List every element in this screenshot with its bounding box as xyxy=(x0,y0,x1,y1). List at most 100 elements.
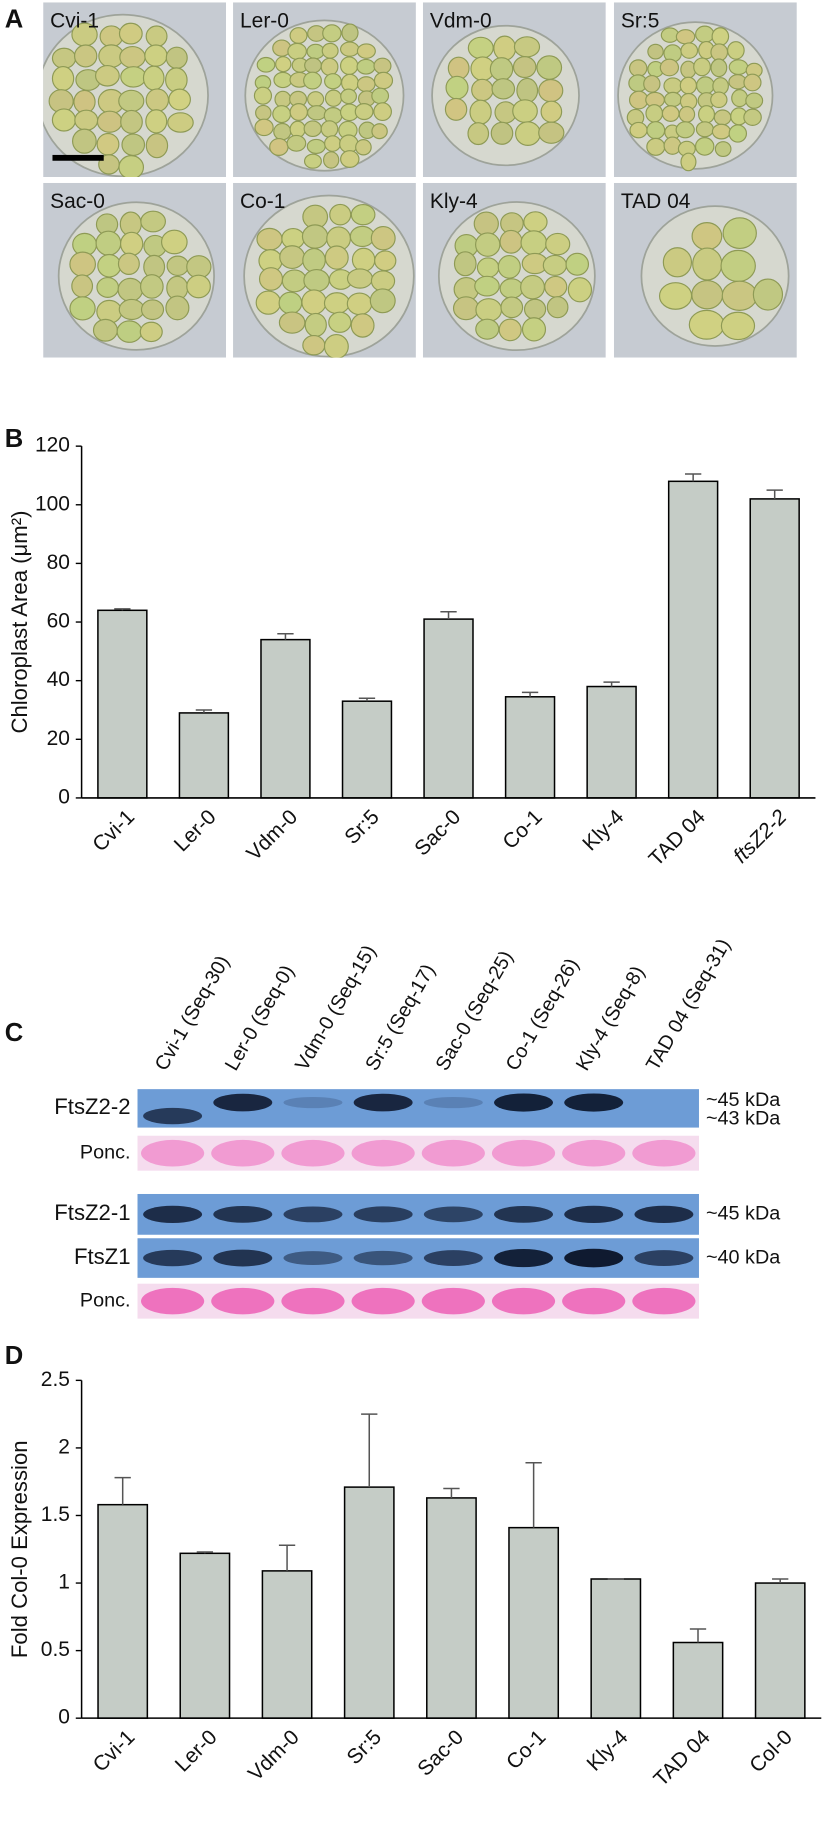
bar xyxy=(341,700,393,799)
chloroplast xyxy=(567,277,593,303)
chloroplast xyxy=(275,56,292,73)
panel-label: A xyxy=(5,6,24,34)
chloroplast xyxy=(322,24,342,43)
bar xyxy=(426,1497,477,1719)
x-tick-label: Vdm-0 xyxy=(244,1726,304,1786)
y-tick-label: 60 xyxy=(47,610,70,633)
chloroplast xyxy=(743,73,762,92)
chloroplast xyxy=(94,64,120,87)
protein-band xyxy=(494,1093,553,1112)
chloroplast xyxy=(116,320,143,343)
error-bar xyxy=(689,1628,707,1643)
chloroplast xyxy=(728,124,748,143)
bar xyxy=(261,1570,313,1719)
protein-band xyxy=(353,1250,413,1266)
chloroplast xyxy=(722,217,757,249)
chloroplast xyxy=(680,42,699,59)
chloroplast xyxy=(745,92,764,109)
chloroplast xyxy=(629,121,648,139)
bar xyxy=(343,1486,395,1719)
chloroplast xyxy=(95,230,122,256)
error-bar xyxy=(525,1462,542,1528)
y-axis-label: Chloroplast Area (μm²) xyxy=(7,511,32,734)
chloroplast xyxy=(471,78,494,102)
chloroplast xyxy=(370,270,396,292)
chloroplast xyxy=(120,231,144,257)
chloroplast xyxy=(536,55,563,80)
chloroplast xyxy=(523,298,547,320)
bar xyxy=(754,1582,806,1719)
chloroplast xyxy=(695,25,715,44)
chloroplast xyxy=(256,56,276,73)
chloroplast xyxy=(643,74,661,93)
x-tick-label: Sr:5 xyxy=(340,805,383,848)
x-tick-label: Cvi-1 xyxy=(88,805,139,856)
panel-label: D xyxy=(5,1342,24,1370)
chloroplast xyxy=(710,91,728,109)
chloroplast xyxy=(720,249,756,283)
micrograph xyxy=(422,2,606,178)
ponceau-band xyxy=(141,1287,205,1315)
chloroplast xyxy=(711,27,730,46)
size-marker: ~45 kDa xyxy=(706,1089,781,1111)
chloroplast xyxy=(546,296,569,319)
chloroplast xyxy=(711,123,731,140)
chloroplast xyxy=(693,57,711,77)
chloroplast xyxy=(370,225,396,251)
chloroplast xyxy=(498,318,522,342)
error-bar xyxy=(195,709,213,713)
error-bar xyxy=(277,633,294,640)
chloroplast xyxy=(493,35,517,61)
chloroplast xyxy=(475,232,501,257)
protein-band xyxy=(213,1249,273,1267)
chloroplast xyxy=(520,274,545,300)
y-tick-label: 80 xyxy=(47,551,70,574)
x-tick-label: Ler-0 xyxy=(170,805,221,856)
micrograph xyxy=(43,182,227,358)
panel-label: B xyxy=(5,425,24,453)
protein-band xyxy=(423,1096,483,1109)
bar xyxy=(97,609,148,799)
chloroplast xyxy=(743,108,762,126)
bar xyxy=(423,618,474,799)
chloroplast xyxy=(710,58,728,78)
chloroplast xyxy=(168,88,191,111)
bar xyxy=(586,685,637,799)
chloroplast xyxy=(469,99,492,125)
chloroplast xyxy=(303,71,322,90)
chloroplast xyxy=(694,137,715,156)
chloroplast xyxy=(351,247,376,272)
micrograph xyxy=(422,182,606,358)
scale-bar xyxy=(52,154,104,161)
chloroplast xyxy=(306,43,325,60)
chloroplast xyxy=(538,78,564,103)
chloroplast xyxy=(302,247,326,273)
error-bar xyxy=(114,1476,131,1505)
chloroplast xyxy=(186,274,211,299)
micrograph xyxy=(43,2,227,178)
y-tick-label: 2 xyxy=(58,1435,70,1458)
chloroplast xyxy=(323,292,350,315)
chloroplast xyxy=(710,43,729,62)
y-tick-label: 0.5 xyxy=(41,1638,70,1661)
chloroplast xyxy=(645,104,664,123)
bar xyxy=(672,1641,724,1719)
ponceau-band xyxy=(351,1139,415,1167)
chloroplast xyxy=(287,42,307,60)
chloroplast xyxy=(691,280,724,310)
chloroplast xyxy=(304,57,322,74)
chloroplast xyxy=(255,104,272,121)
chloroplast xyxy=(512,56,537,79)
protein-band xyxy=(423,1250,483,1266)
bar xyxy=(179,1552,231,1719)
chloroplast xyxy=(269,137,289,156)
chloroplast xyxy=(165,295,190,321)
bar xyxy=(508,1526,560,1719)
ponceau-band xyxy=(491,1139,556,1167)
chloroplast xyxy=(144,44,168,67)
micrograph xyxy=(233,2,416,178)
chloroplast xyxy=(371,87,390,105)
chloroplast xyxy=(96,110,123,133)
chloroplast xyxy=(71,274,94,298)
chloroplast xyxy=(721,280,758,311)
